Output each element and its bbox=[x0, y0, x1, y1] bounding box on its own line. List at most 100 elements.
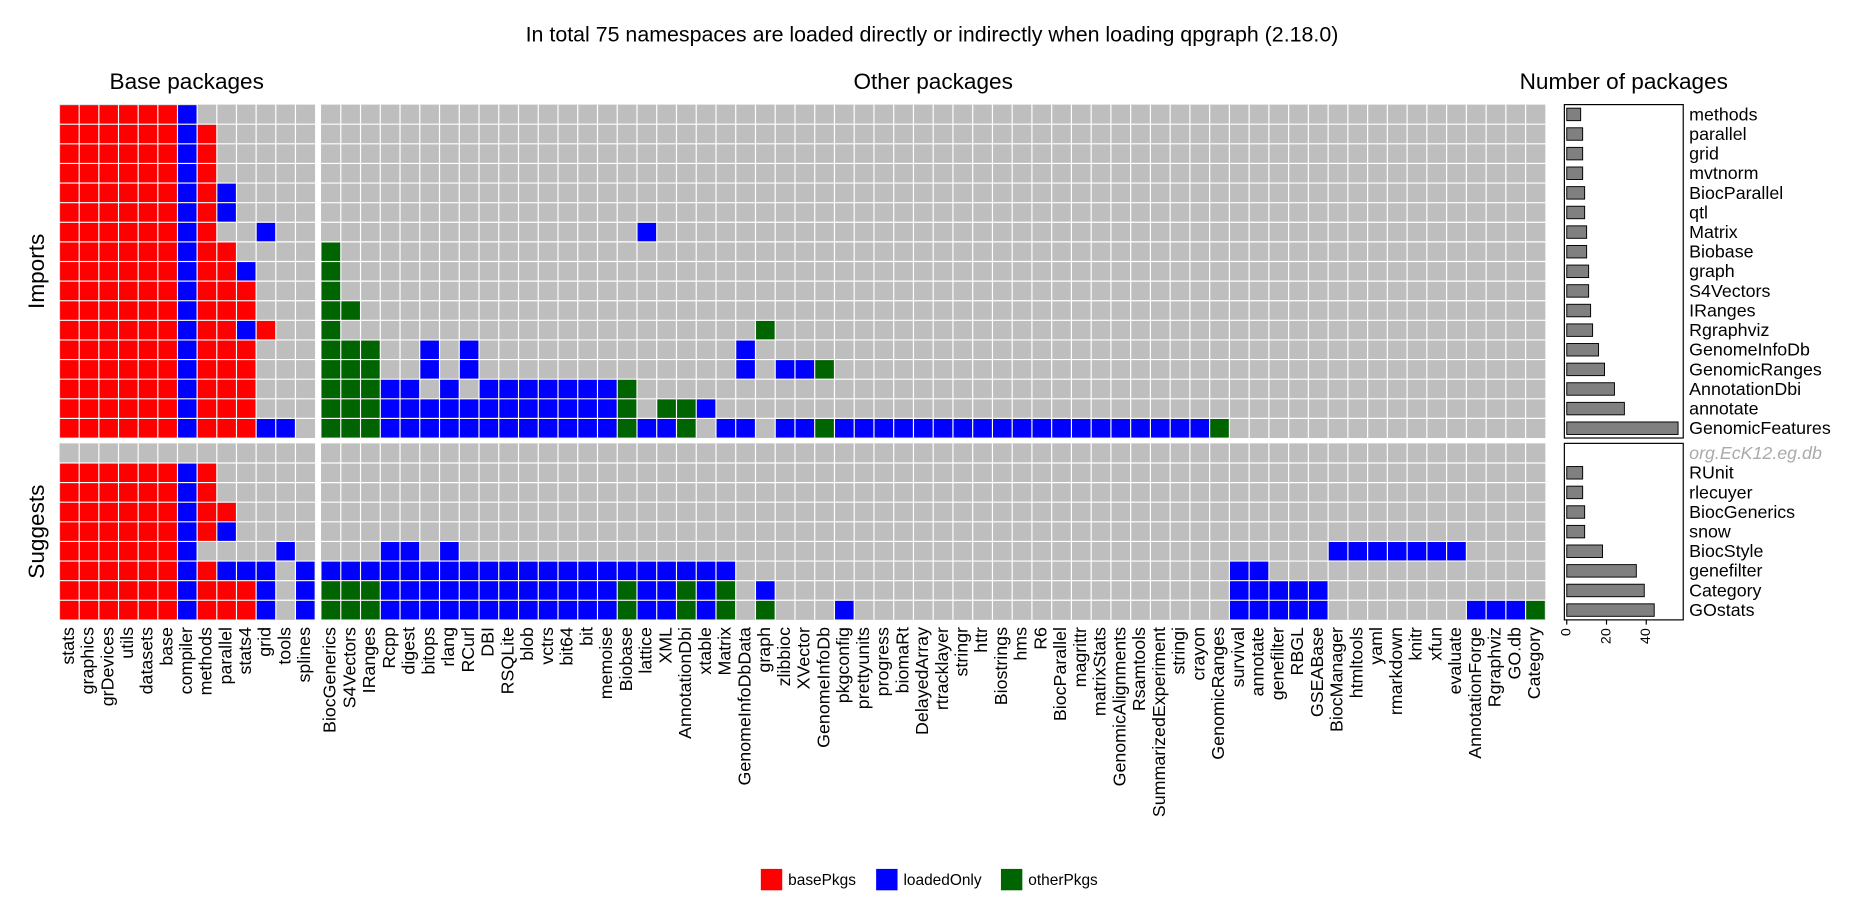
cell bbox=[60, 144, 79, 163]
column-label: Category bbox=[1524, 627, 1544, 699]
cell bbox=[256, 320, 276, 340]
cell bbox=[237, 340, 256, 359]
cell bbox=[158, 581, 177, 600]
cell bbox=[296, 561, 315, 581]
count-bar bbox=[1566, 343, 1600, 357]
column-label: GenomicRanges bbox=[1208, 627, 1228, 760]
cell bbox=[598, 600, 617, 620]
cell bbox=[217, 340, 236, 359]
cell bbox=[217, 320, 236, 340]
column-label: RSQLite bbox=[497, 627, 517, 694]
cell bbox=[99, 301, 118, 320]
count-bar bbox=[1566, 485, 1584, 500]
cell bbox=[158, 222, 177, 242]
cell bbox=[138, 105, 158, 124]
cell bbox=[1229, 600, 1249, 620]
cell bbox=[158, 502, 177, 522]
cell bbox=[637, 222, 657, 242]
cell bbox=[158, 522, 177, 541]
cell bbox=[400, 399, 420, 418]
cell bbox=[420, 399, 439, 418]
cell bbox=[341, 360, 360, 379]
cell bbox=[499, 399, 518, 418]
cell bbox=[138, 419, 158, 438]
row-label: grid bbox=[1689, 144, 1719, 164]
column-label: AnnotationForge bbox=[1465, 627, 1485, 759]
cell bbox=[499, 379, 518, 399]
cell bbox=[696, 399, 716, 418]
cell bbox=[79, 542, 99, 561]
cell bbox=[119, 600, 138, 620]
cell bbox=[99, 164, 118, 183]
cell bbox=[815, 360, 834, 379]
column-label: S4Vectors bbox=[339, 627, 359, 708]
cell bbox=[637, 581, 657, 600]
count-bar bbox=[1566, 284, 1590, 298]
count-bar bbox=[1566, 127, 1584, 141]
cell bbox=[400, 419, 420, 438]
column-label: htmltools bbox=[1346, 627, 1366, 698]
cell bbox=[237, 301, 256, 320]
cell bbox=[158, 399, 177, 418]
cell bbox=[558, 419, 578, 438]
cell bbox=[1466, 600, 1486, 620]
cell bbox=[217, 242, 236, 261]
cell bbox=[197, 262, 217, 281]
cell bbox=[578, 581, 597, 600]
column-label: blob bbox=[517, 627, 537, 661]
cell bbox=[1012, 419, 1032, 438]
cell bbox=[79, 340, 99, 359]
cell bbox=[237, 262, 256, 281]
cell bbox=[197, 463, 217, 482]
cell bbox=[119, 561, 138, 581]
cell bbox=[79, 600, 99, 620]
cell bbox=[79, 463, 99, 482]
cell bbox=[361, 340, 380, 359]
column-label: zlibbioc bbox=[774, 627, 794, 686]
column-label: BiocManager bbox=[1327, 627, 1347, 732]
cell bbox=[716, 581, 736, 600]
row-label: methods bbox=[1689, 104, 1757, 124]
cell bbox=[60, 399, 79, 418]
cell bbox=[158, 419, 177, 438]
cell bbox=[60, 581, 79, 600]
cell bbox=[400, 581, 420, 600]
cell bbox=[158, 105, 177, 124]
cell bbox=[775, 360, 795, 379]
cell bbox=[197, 561, 217, 581]
column-label: rlang bbox=[438, 627, 458, 667]
column-label: pkgconfig bbox=[833, 627, 853, 703]
legend-swatch bbox=[876, 868, 898, 891]
cell bbox=[756, 320, 775, 340]
cell bbox=[60, 222, 79, 242]
cell bbox=[197, 144, 217, 163]
cell bbox=[256, 600, 276, 620]
cell bbox=[178, 483, 197, 502]
column-label: Matrix bbox=[715, 627, 735, 676]
cell bbox=[256, 222, 276, 242]
cell bbox=[197, 281, 217, 301]
row-label: parallel bbox=[1689, 124, 1746, 144]
cell bbox=[276, 542, 295, 561]
cell bbox=[598, 561, 617, 581]
cell bbox=[657, 600, 676, 620]
cell bbox=[119, 463, 138, 482]
cell bbox=[119, 203, 138, 222]
cell bbox=[158, 360, 177, 379]
count-bar bbox=[1566, 107, 1582, 122]
cell bbox=[197, 483, 217, 502]
cell bbox=[60, 542, 79, 561]
cell bbox=[60, 281, 79, 301]
column-label: base bbox=[156, 627, 176, 666]
cell bbox=[321, 340, 341, 359]
cell bbox=[197, 164, 217, 183]
cell bbox=[197, 124, 217, 144]
column-label: compiler bbox=[176, 627, 196, 694]
cell bbox=[99, 105, 118, 124]
count-bar bbox=[1566, 564, 1637, 578]
cell bbox=[341, 379, 360, 399]
cell bbox=[459, 399, 479, 418]
cell bbox=[217, 399, 236, 418]
cell bbox=[637, 561, 657, 581]
